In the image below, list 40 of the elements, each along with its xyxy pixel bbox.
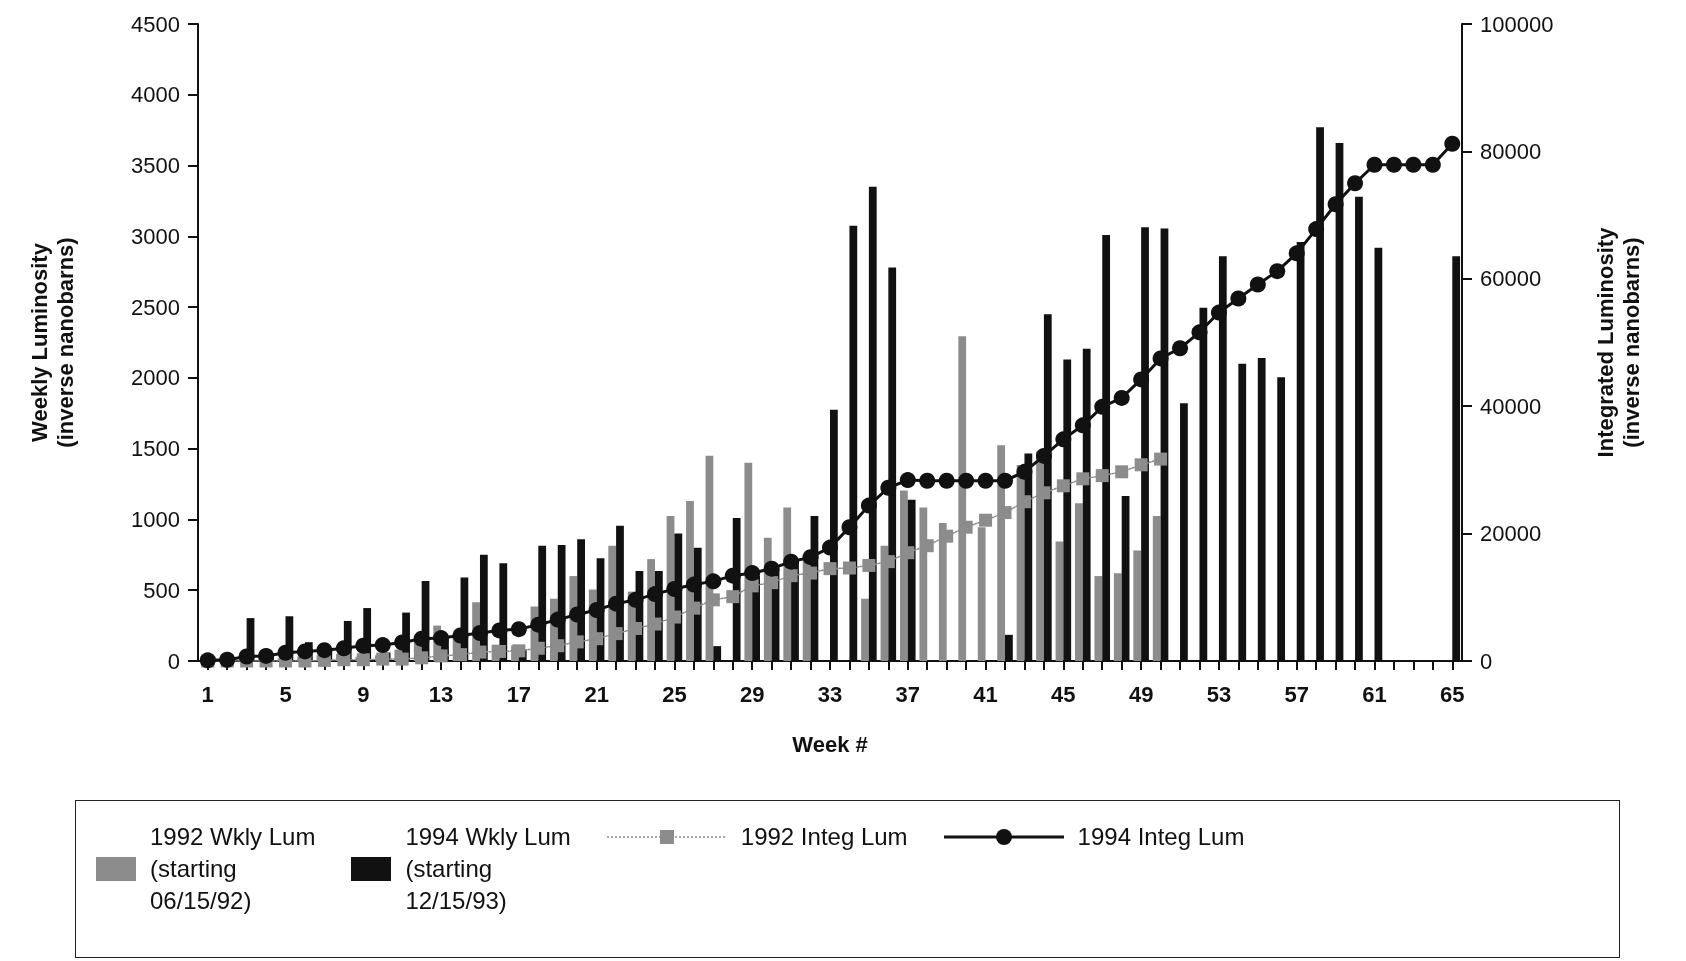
- legend-label: 1994 Integ Lum: [1077, 822, 1245, 852]
- y-tick-label: 500: [143, 577, 180, 603]
- y2-tick-label: 40000: [1480, 393, 1542, 419]
- x-tick-label: 5: [279, 681, 292, 707]
- y-tick-label: 3000: [131, 223, 180, 249]
- x-tick-label: 65: [1440, 681, 1465, 707]
- x-tick-label: 49: [1128, 681, 1154, 707]
- x-tick-label: 21: [584, 681, 609, 707]
- y-tick-label: 4500: [131, 11, 180, 37]
- x-tick-label: 53: [1206, 681, 1232, 707]
- y-tick-label: 0: [167, 648, 180, 674]
- y2-tick-label: 100000: [1480, 11, 1554, 37]
- y-axis-title: Weekly Luminosity (inverse nanobarns): [26, 237, 78, 448]
- x-tick-label: 45: [1051, 681, 1076, 707]
- legend-label: 1994 Wkly Lum (starting 12/15/93): [405, 822, 571, 916]
- y-tick-label: 1000: [131, 506, 180, 532]
- x-axis-title: Week #: [792, 731, 868, 757]
- x-tick-label: 33: [817, 681, 843, 707]
- y2-tick-label: 20000: [1480, 521, 1542, 547]
- y2-tick-label: 0: [1480, 648, 1493, 674]
- x-tick-label: 57: [1284, 681, 1309, 707]
- legend-label: 1992 Wkly Lum (starting 06/15/92): [150, 822, 316, 916]
- x-tick-label: 9: [357, 681, 370, 707]
- x-tick-label: 25: [662, 681, 687, 707]
- y-tick-label: 1500: [131, 436, 180, 462]
- y2-tick-label: 80000: [1480, 138, 1542, 164]
- y2-axis-title: Integrated Luminosity (inverse nanobarns): [1592, 226, 1644, 458]
- x-tick-label: 41: [973, 681, 998, 707]
- x-tick-label: 61: [1362, 681, 1387, 707]
- y2-tick-label: 60000: [1480, 266, 1542, 292]
- y-tick-label: 4000: [131, 82, 180, 108]
- y-tick-label: 3500: [131, 153, 180, 179]
- y-tick-label: 2000: [131, 365, 180, 391]
- x-tick-label: 1: [201, 681, 214, 707]
- x-tick-label: 37: [895, 681, 921, 707]
- x-tick-label: 29: [739, 681, 765, 707]
- x-tick-label: 13: [428, 681, 454, 707]
- legend-label: 1992 Integ Lum: [740, 822, 908, 852]
- x-tick-label: 17: [506, 681, 532, 707]
- y-tick-label: 2500: [131, 294, 180, 320]
